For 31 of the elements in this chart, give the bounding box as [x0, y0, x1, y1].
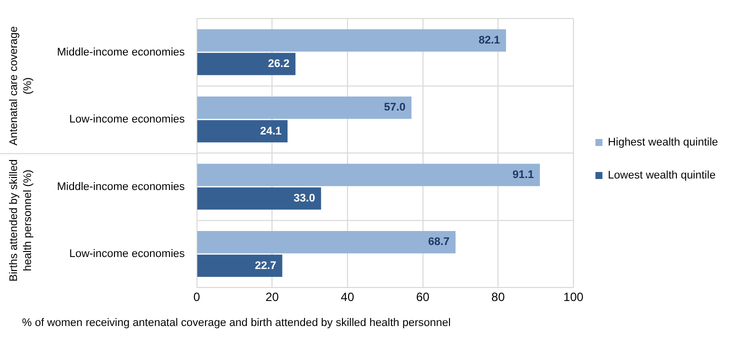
bar: [197, 231, 456, 254]
bar: [197, 164, 540, 186]
text: Births attended by skilled health personnel (%): [8, 159, 34, 282]
data-label: 68.7: [428, 236, 450, 248]
y-tick-label: Low-income economies: [69, 248, 186, 260]
legend-label: Highest wealth quintile: [608, 136, 718, 149]
y-tick-label: Low-income economies: [69, 114, 186, 126]
data-label: 57.0: [384, 102, 406, 114]
data-label: 24.1: [260, 125, 282, 138]
x-tick-label: 40: [340, 290, 354, 304]
data-label: 26.2: [268, 58, 290, 70]
data-label: 33.0: [294, 192, 316, 205]
data-label: 22.7: [254, 260, 276, 272]
data-label: 91.1: [512, 168, 534, 181]
bar: [197, 29, 506, 52]
x-tick-label: 100: [563, 290, 584, 304]
x-tick-label: 20: [265, 290, 280, 304]
bar: [197, 96, 412, 119]
bar: [197, 187, 322, 210]
y-tick-label: Middle-income economies: [56, 180, 186, 193]
x-tick-label: 60: [416, 290, 430, 304]
text: Antenatal care coverage (%): [8, 26, 34, 146]
bar: [197, 254, 282, 277]
legend-label: Lowest wealth quintile: [608, 170, 716, 182]
x-tick-label: 80: [491, 290, 506, 304]
data-label: 82.1: [478, 34, 500, 46]
bar: [197, 120, 288, 142]
x-axis-title: % of women receiving antenatal coverage and birth attended by skilled health personnel: [22, 317, 451, 329]
y-tick-label: Middle-income economies: [56, 46, 186, 58]
x-tick-label: 0: [193, 290, 200, 304]
bar: [197, 52, 296, 76]
